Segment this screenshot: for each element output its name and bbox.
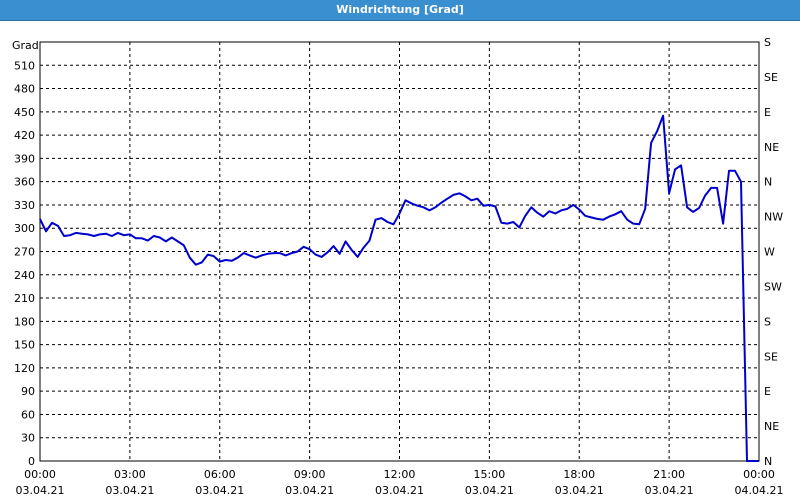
y-tick-label: 30 (21, 432, 35, 445)
y-tick-label: 60 (21, 408, 35, 421)
right-tick-label: N (764, 455, 772, 468)
right-tick-label: N (764, 176, 772, 189)
y-tick-label: 420 (14, 129, 35, 142)
right-tick-label: SE (764, 350, 778, 363)
x-axis-ticks: 00:00 03.04.21 03:00 03.04.21 06:00 03.04.21 0… (16, 468, 784, 497)
y-tick-label: 180 (14, 315, 35, 328)
right-tick-label: E (764, 385, 771, 398)
y-tick-label: 90 (21, 385, 35, 398)
x-tick-time: 00:00 (743, 468, 775, 481)
window-title: Windrichtung [Grad] (336, 3, 464, 16)
right-tick-label: NE (764, 420, 779, 433)
x-tick-time: 21:00 (653, 468, 685, 481)
right-tick-label: W (764, 246, 775, 259)
right-tick-label: SW (764, 280, 782, 293)
wind-direction-line (39, 114, 759, 462)
y-tick-label: 480 (14, 83, 35, 96)
right-tick-label: S (764, 315, 771, 328)
x-tick-time: 12:00 (384, 468, 416, 481)
x-tick-date: 04.04.21 (735, 484, 784, 497)
right-tick-label: NE (764, 141, 779, 154)
window-titlebar: Windrichtung [Grad] (0, 0, 800, 21)
x-tick-time: 09:00 (294, 468, 326, 481)
x-tick-date: 03.04.21 (375, 484, 424, 497)
x-tick-date: 03.04.21 (16, 484, 65, 497)
right-tick-label: E (764, 106, 771, 119)
y-tick-label: 330 (14, 199, 35, 212)
y-tick-label: 120 (14, 362, 35, 375)
y-tick-label: 510 (14, 59, 35, 72)
chart-panel: 0 30 60 90 120 150 180 210 240 270 300 330 360 390 420… (0, 21, 800, 500)
x-tick-date: 03.04.21 (285, 484, 334, 497)
y-tick-label: 300 (14, 222, 35, 235)
y-tick-label: 240 (14, 269, 35, 282)
y-tick-label: 270 (14, 246, 35, 259)
right-axis-ticks: N NE E SE S SW W NW N NE E SE S (764, 36, 783, 468)
x-tick-date: 03.04.21 (465, 484, 514, 497)
right-tick-label: SE (764, 71, 778, 84)
x-tick-date: 03.04.21 (645, 484, 694, 497)
right-tick-label: NW (764, 211, 783, 224)
grid-lines (40, 42, 759, 461)
x-tick-date: 03.04.21 (555, 484, 604, 497)
x-tick-time: 06:00 (204, 468, 236, 481)
y-tick-label: 450 (14, 106, 35, 119)
y-axis-label: Grad (12, 39, 39, 52)
y-tick-label: 150 (14, 339, 35, 352)
x-tick-time: 18:00 (563, 468, 595, 481)
x-tick-date: 03.04.21 (105, 484, 154, 497)
x-tick-time: 15:00 (474, 468, 506, 481)
wind-direction-chart: 0 30 60 90 120 150 180 210 240 270 300 330 360 390 420… (12, 36, 784, 497)
y-axis-ticks: 0 30 60 90 120 150 180 210 240 270 300 330 360 390 420… (14, 59, 35, 468)
y-tick-label: 390 (14, 152, 35, 165)
y-tick-label: 0 (28, 455, 35, 468)
y-tick-label: 210 (14, 292, 35, 305)
x-tick-time: 00:00 (24, 468, 56, 481)
y-tick-label: 360 (14, 176, 35, 189)
right-tick-label: S (764, 36, 771, 49)
x-tick-date: 03.04.21 (195, 484, 244, 497)
x-tick-time: 03:00 (114, 468, 146, 481)
